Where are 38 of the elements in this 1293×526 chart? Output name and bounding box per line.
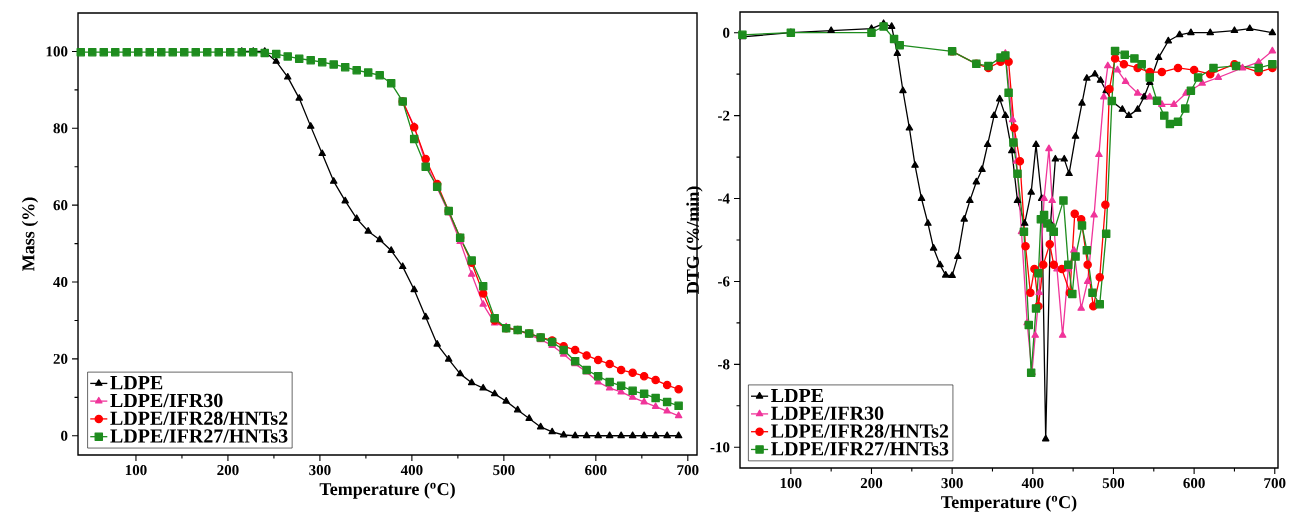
- legend-label: LDPE/IFR28/HNTs2: [110, 411, 288, 425]
- x-axis-title: Temperature ($^{o}$C): [319, 482, 455, 499]
- y-tick-label: -4: [718, 193, 730, 204]
- y-tick-label: 0: [61, 430, 68, 441]
- legend-label: LDPE/IFR28/HNTs2: [771, 424, 949, 438]
- x-tick-label: 600: [1183, 478, 1205, 489]
- x-axis-title: Temperature ($^{o}$C): [941, 495, 1077, 512]
- x-tick-label: 500: [1102, 478, 1125, 489]
- y-tick-label: 100: [46, 46, 68, 57]
- y-tick-label: 60: [53, 200, 68, 211]
- x-tick-label: 700: [1264, 478, 1286, 489]
- x-tick-label: 300: [941, 478, 963, 489]
- y-tick-label: 0: [723, 27, 730, 38]
- y-tick-label: 40: [53, 276, 68, 288]
- x-tick-label: 400: [1021, 478, 1044, 489]
- y-tick-label: 20: [53, 353, 68, 364]
- x-tick-label: 300: [309, 465, 331, 476]
- y-tick-label: -8: [718, 359, 730, 370]
- x-tick-label: 600: [585, 465, 607, 476]
- y-tick-label: -6: [718, 276, 730, 287]
- x-tick-label: 400: [400, 465, 423, 476]
- legend-label: LDPE: [110, 376, 163, 390]
- y-axis-title: Mass (%): [21, 197, 39, 271]
- x-tick-label: 700: [677, 465, 699, 476]
- legend-label: LDPE/IFR30: [771, 406, 884, 420]
- legend-label: LDPE: [771, 388, 824, 403]
- x-tick-label: 500: [493, 465, 515, 476]
- x-tick-label: 100: [125, 465, 147, 476]
- x-tick-label: 200: [217, 465, 239, 476]
- y-tick-label: -2: [718, 110, 730, 121]
- y-tick-label: -10: [710, 442, 730, 453]
- y-axis-title: DTG (%/min): [686, 186, 703, 294]
- x-tick-label: 100: [780, 478, 802, 489]
- y-tick-label: 80: [53, 123, 68, 134]
- legend-label: LDPE/IFR27/HNTs3: [771, 442, 949, 456]
- legend-label: LDPE/IFR27/HNTs3: [110, 429, 288, 443]
- legend-label: LDPE/IFR30: [110, 393, 223, 408]
- x-tick-label: 200: [860, 478, 883, 489]
